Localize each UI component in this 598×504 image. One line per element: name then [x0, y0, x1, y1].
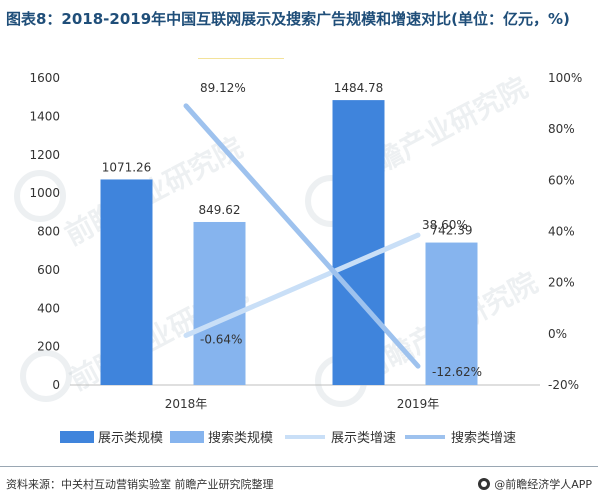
- y-left-tick-label: 1200: [29, 148, 60, 162]
- brand-credit: @前瞻经济学人APP: [478, 476, 592, 492]
- legend-label: 展示类规模: [98, 431, 163, 446]
- bar-display: [332, 100, 385, 385]
- y-right-tick-label: 0%: [548, 327, 567, 341]
- chart-title: 图表8：2018-2019年中国互联网展示及搜索广告规模和增速对比(单位：亿元，…: [6, 10, 570, 28]
- y-left-tick-label: 600: [37, 263, 60, 277]
- y-left-tick-label: 800: [37, 225, 60, 239]
- bar-value-label: 742.39: [431, 224, 473, 238]
- y-left-tick-label: 200: [37, 340, 60, 354]
- y-right-tick-label: 60%: [548, 173, 575, 187]
- y-left-tick-label: 400: [37, 301, 60, 315]
- footer-divider: [0, 466, 598, 467]
- title-underline: [198, 58, 284, 59]
- bar-value-label: 1071.26: [102, 160, 152, 174]
- y-left-tick-label: 0: [52, 378, 60, 392]
- y-right-tick-label: 100%: [548, 71, 582, 85]
- x-tick-label: 2018年: [165, 397, 208, 411]
- brand-text: @前瞻经济学人APP: [494, 478, 592, 491]
- y-right-tick-label: -20%: [548, 378, 579, 392]
- bar-value-label: 849.62: [199, 203, 241, 217]
- legend-label: 搜索类增速: [451, 431, 516, 446]
- line-value-label: 89.12%: [200, 81, 246, 95]
- y-left-tick-label: 1400: [29, 109, 60, 123]
- legend-swatch: [170, 431, 204, 443]
- bar-display: [100, 179, 153, 385]
- y-right-tick-label: 20%: [548, 276, 575, 290]
- legend-swatch: [60, 431, 94, 443]
- y-left-tick-label: 1600: [29, 71, 60, 85]
- bar-search: [193, 221, 246, 385]
- y-left-tick-label: 1000: [29, 186, 60, 200]
- y-right-tick-label: 40%: [548, 225, 575, 239]
- line-value-label: -0.64%: [200, 332, 242, 346]
- x-tick-label: 2019年: [397, 397, 440, 411]
- line-search-growth: [183, 103, 421, 369]
- y-right-tick-label: 80%: [548, 122, 575, 136]
- legend-label: 展示类增速: [331, 431, 396, 446]
- legend-label: 搜索类规模: [208, 431, 273, 446]
- combo-chart: 0 200 400 600 800 1000 1200 1400 1600 -20% 0% 20% 40…: [29, 71, 582, 446]
- source-note: 资料来源：中关村互动营销实验室 前瞻产业研究院整理: [6, 478, 274, 491]
- brand-logo-icon: [478, 478, 491, 490]
- line-value-label: 38.60%: [422, 218, 468, 232]
- line-value-label: -12.62%: [432, 365, 482, 379]
- bar-search: [425, 242, 478, 385]
- bar-value-label: 1484.78: [334, 81, 384, 95]
- line-display-growth: [183, 232, 421, 338]
